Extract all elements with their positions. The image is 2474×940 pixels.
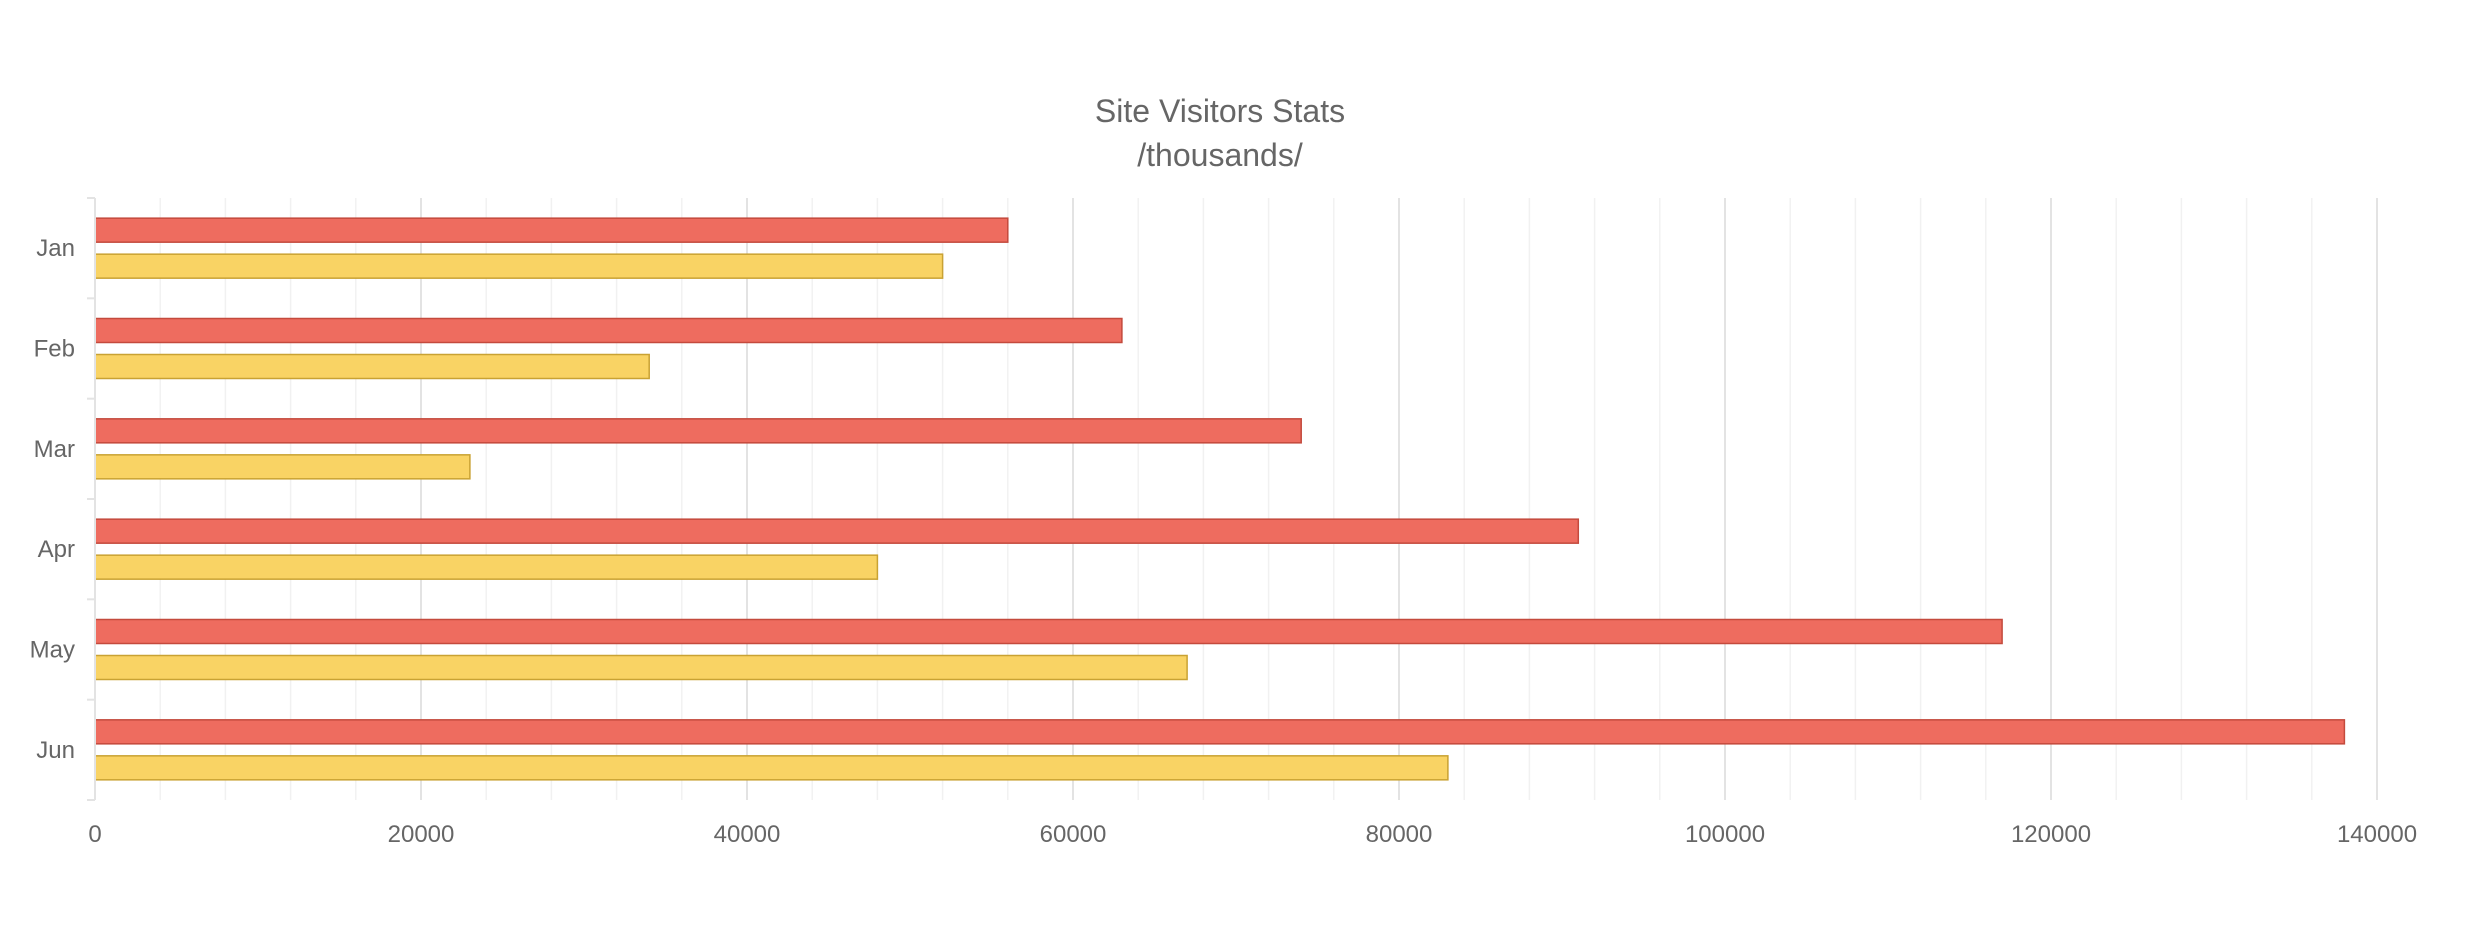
bar-jun-series-2[interactable] xyxy=(94,755,1449,781)
bar-feb-series-1[interactable] xyxy=(94,317,1123,344)
bar-jan-series-2[interactable] xyxy=(94,253,944,279)
bar-may-series-2[interactable] xyxy=(94,654,1188,681)
bar-may-series-1[interactable] xyxy=(94,618,2003,645)
grid-lines xyxy=(94,198,2378,800)
x-tick-label: 100000 xyxy=(1685,821,1765,848)
x-tick-label: 140000 xyxy=(2337,821,2417,848)
bar-jun-series-1[interactable] xyxy=(94,719,2346,745)
x-tick-label: 60000 xyxy=(1040,821,1107,848)
chart-subtitle: /thousands/ xyxy=(1137,137,1303,173)
y-tick-label: May xyxy=(30,637,75,664)
y-tick-label: Apr xyxy=(38,536,75,563)
bar-feb-series-2[interactable] xyxy=(94,353,650,380)
chart-title: Site Visitors Stats xyxy=(1095,93,1345,129)
y-tick-label: Jan xyxy=(36,235,75,262)
x-axis: 0 20000 40000 60000 80000 100000 120000 140000 xyxy=(88,821,2417,848)
bar-jan-series-1[interactable] xyxy=(94,217,1009,243)
bar-mar-series-1[interactable] xyxy=(94,418,1302,444)
x-tick-label: 120000 xyxy=(2011,821,2091,848)
bar-series xyxy=(94,217,2346,781)
x-tick-label: 20000 xyxy=(388,821,455,848)
x-tick-label: 80000 xyxy=(1366,821,1433,848)
bar-apr-series-2[interactable] xyxy=(94,554,879,580)
y-tick-label: Jun xyxy=(36,737,75,764)
y-axis: Jan Feb Mar Apr May Jun xyxy=(30,197,96,801)
y-tick-label: Mar xyxy=(34,436,75,463)
bar-apr-series-1[interactable] xyxy=(94,518,1580,544)
y-tick-label: Feb xyxy=(34,336,75,363)
x-tick-label: 40000 xyxy=(714,821,781,848)
bar-mar-series-2[interactable] xyxy=(94,454,471,480)
x-tick-label: 0 xyxy=(88,821,101,848)
